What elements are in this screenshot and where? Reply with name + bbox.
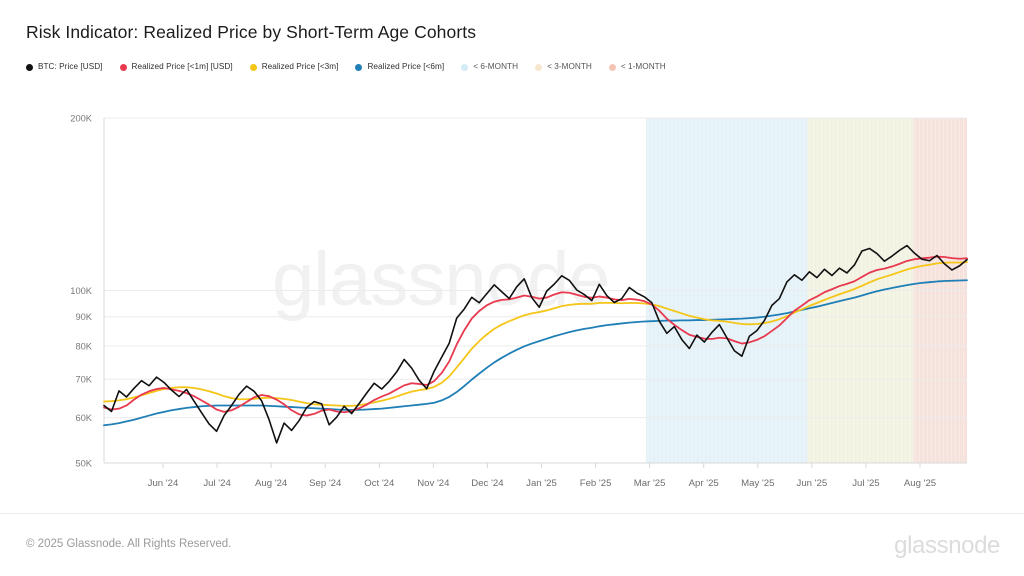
x-axis-tick-label: Jul '24 [203,478,231,489]
legend-item-6[interactable]: < 1-MONTH [608,62,666,71]
x-axis-tick-label: Aug '24 [255,478,288,489]
series-line-realized-price-1m-usd- [103,255,968,417]
legend-item-label: < 1-MONTH [620,62,666,71]
legend-swatch-icon [535,63,543,71]
x-axis-tick-label: Jul '25 [852,478,879,489]
x-axis-tick-label: Apr '25 [689,478,719,489]
x-axis: Jun '24 Jul '24 Aug '24 Sep '24 Oct '24 Nov '… [148,463,936,489]
copyright-text: © 2025 Glassnode. All Rights Reserved. [26,538,232,550]
x-axis-tick-label: May '25 [741,478,774,489]
legend-swatch-icon [355,63,363,71]
footer-divider [0,513,1024,514]
legend-item-label: Realized Price [<6m] [367,62,445,71]
y-axis-tick-label: 60K [75,413,92,423]
series-line-realized-price-3m- [103,261,968,407]
x-axis-tick-label: Dec '24 [471,478,504,489]
legend-item-2[interactable]: Realized Price [<3m] [249,62,339,71]
legend-item-label: BTC: Price [USD] [38,62,103,71]
legend-item-label: < 6-MONTH [473,62,519,71]
legend-item-4[interactable]: < 6-MONTH [461,62,519,71]
series-group [103,244,968,444]
page-title: Risk Indicator: Realized Price by Short-… [26,22,477,42]
legend-item-1[interactable]: Realized Price [<1m] [USD] [119,62,233,71]
legend-swatch-icon [119,63,127,71]
x-axis-tick-label: Feb '25 [580,478,612,489]
x-axis-tick-label: Sep '24 [309,478,342,489]
glassnode-logo: glassnode [894,532,1000,559]
legend-item-label: Realized Price [<3m] [261,62,339,71]
x-axis-tick-label: Nov '24 [417,478,450,489]
legend-swatch-icon [26,63,33,71]
y-axis-tick-label: 100K [70,286,93,296]
plot-area[interactable]: 200K 100K 90K 80K 70K 60K 50K Jun '24 Jul '24 Aug… [0,100,1024,500]
y-axis-tick-label: 80K [75,341,92,351]
x-axis-tick-label: Mar '25 [634,478,666,489]
chart-svg[interactable]: 200K 100K 90K 80K 70K 60K 50K Jun '24 Jul '24 Aug… [0,100,1024,500]
series-line-realized-price-6m- [103,279,968,427]
legend-item-3[interactable]: Realized Price [<6m] [355,62,445,71]
x-axis-tick-label: Jun '24 [148,478,179,489]
x-axis-tick-label: Oct '24 [364,478,395,489]
series-line-btc-price-usd- [103,244,968,444]
y-axis-tick-label: 70K [75,375,92,385]
x-axis-tick-label: Jun '25 [797,478,828,489]
legend-swatch-icon [249,63,257,71]
legend-swatch-icon [461,63,469,71]
legend-item-5[interactable]: < 3-MONTH [535,62,592,71]
x-axis-tick-label: Jan '25 [526,478,557,489]
legend-item-label: < 3-MONTH [547,62,592,71]
legend-item-0[interactable]: BTC: Price [USD] [26,62,103,71]
y-axis-tick-label: 50K [75,458,92,468]
x-axis-tick-label: Aug '25 [904,478,936,489]
legend-item-label: Realized Price [<1m] [USD] [131,62,233,71]
y-axis-tick-label: 90K [75,312,92,322]
chart-legend: BTC: Price [USD] Realized Price [<1m] [US… [26,62,683,71]
legend-swatch-icon [608,63,616,71]
y-axis-tick-label: 200K [70,113,93,123]
